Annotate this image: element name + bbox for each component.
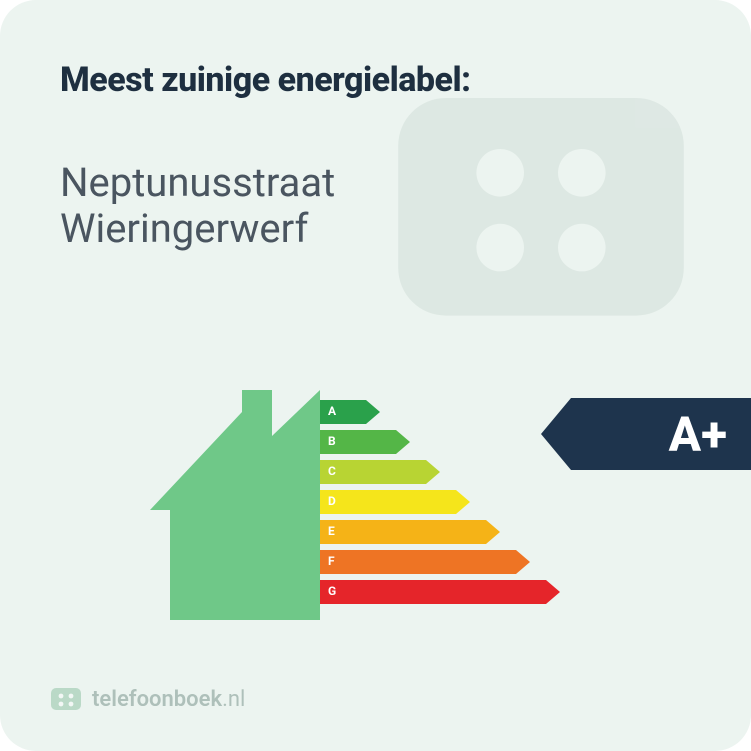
card-title: Meest zuinige energielabel:: [60, 60, 471, 100]
footer-brand-name: telefoonboek: [92, 687, 222, 712]
energy-bar-shape: [320, 460, 440, 484]
energy-bar-label: A: [328, 404, 336, 418]
address-block: Neptunusstraat Wieringerwerf: [60, 160, 335, 252]
footer-brand-tld: .nl: [222, 687, 245, 712]
address-line-2: Wieringerwerf: [60, 206, 335, 252]
energy-bar-shape: [320, 490, 470, 514]
footer-brand: telefoonboek.nl: [92, 687, 245, 712]
address-line-1: Neptunusstraat: [60, 160, 335, 206]
energy-bar-label: B: [328, 434, 336, 448]
energy-bar-label: F: [328, 554, 335, 568]
energy-bar-label: C: [328, 464, 336, 478]
energy-bar-shape: [320, 520, 500, 544]
rating-badge-text: A+: [669, 406, 727, 463]
energy-chart: A B C D E F G: [150, 390, 580, 640]
energy-bar-shape: [320, 580, 560, 604]
energy-card: Meest zuinige energielabel: Neptunusstra…: [0, 0, 751, 751]
footer-phone-icon: [50, 683, 82, 715]
energy-bar-label: E: [328, 524, 335, 538]
house-icon: [150, 390, 320, 620]
footer: telefoonboek.nl: [50, 683, 245, 715]
energy-bar-label: G: [328, 584, 336, 598]
rating-badge: A+: [541, 398, 751, 470]
energy-bar-shape: [320, 550, 530, 574]
energy-bar-label: D: [328, 494, 336, 508]
